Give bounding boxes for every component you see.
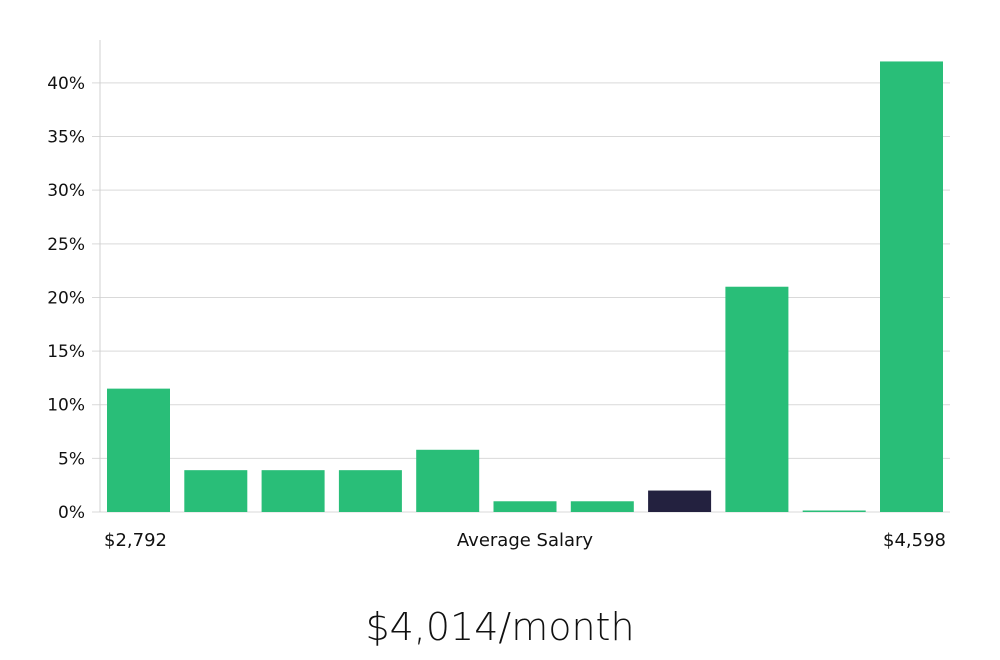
bar bbox=[880, 61, 943, 513]
y-tick-label: 35% bbox=[47, 128, 85, 148]
y-tick-label: 25% bbox=[47, 235, 85, 255]
bar bbox=[184, 470, 248, 512]
bar bbox=[261, 470, 325, 512]
average-salary-value: $4,014/month bbox=[365, 605, 635, 649]
y-tick-label: 30% bbox=[47, 181, 85, 201]
bar bbox=[338, 470, 402, 512]
y-tick-label: 10% bbox=[47, 396, 85, 416]
bar-highlighted bbox=[648, 490, 712, 512]
y-tick-label: 20% bbox=[47, 288, 85, 308]
x-max-label: $4,598 bbox=[883, 530, 946, 551]
bar bbox=[493, 501, 557, 512]
bar bbox=[802, 510, 866, 512]
y-tick-label: 40% bbox=[47, 74, 85, 94]
grid-lines bbox=[92, 82, 950, 513]
bars bbox=[107, 61, 943, 513]
bar bbox=[107, 388, 170, 512]
y-tick-label: 5% bbox=[58, 449, 85, 469]
salary-histogram: 0% 5% 10% 15% 20% 25% 30% 35% 40% $2,792 Average… bbox=[47, 40, 950, 551]
y-tick-label: 0% bbox=[58, 503, 85, 523]
y-tick-labels: 0% 5% 10% 15% 20% 25% 30% 35% 40% bbox=[47, 74, 85, 523]
y-tick-label: 15% bbox=[47, 342, 85, 362]
bar bbox=[570, 501, 634, 512]
x-min-label: $2,792 bbox=[104, 530, 167, 551]
bar bbox=[416, 449, 480, 512]
bar bbox=[725, 286, 789, 512]
x-axis-label: Average Salary bbox=[457, 530, 594, 551]
